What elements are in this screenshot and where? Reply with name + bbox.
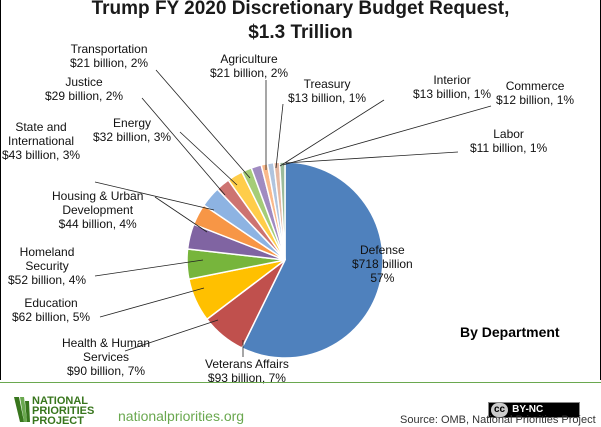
label-line: $43 billion, 3% <box>2 148 81 162</box>
label-line: Treasury <box>303 77 351 91</box>
label-line: Housing & Urban <box>52 189 144 203</box>
label-line: $12 billion, 1% <box>496 93 575 107</box>
label-line: $32 billion, 3% <box>93 130 172 144</box>
label-line: Interior <box>433 73 471 87</box>
leader-line <box>282 105 492 166</box>
leader-line <box>179 131 238 186</box>
leader-line <box>284 151 459 164</box>
data-label-energy: Energy $32 billion, 3% <box>93 116 171 144</box>
label-line: Homeland <box>19 245 75 259</box>
data-label-labor: Labor $11 billion, 1% <box>470 127 547 155</box>
label-line: $13 billion, 1% <box>413 87 492 101</box>
label-line: $718 billion <box>352 257 413 271</box>
data-label-agriculture: Agriculture $21 billion, 2% <box>210 52 288 80</box>
cc-license-badge[interactable]: cc BY-NC <box>488 402 580 418</box>
label-line: $29 billion, 2% <box>45 89 124 103</box>
label-line: 57% <box>370 271 395 285</box>
label-line: $62 billion, 5% <box>12 310 91 324</box>
data-label-justice: Justice $29 billion, 2% <box>45 75 123 103</box>
label-line: Labor <box>493 127 524 141</box>
data-label-commerce: Commerce $12 billion, 1% <box>496 79 574 107</box>
site-link[interactable]: nationalpriorities.org <box>118 408 245 424</box>
label-line: International <box>8 134 75 148</box>
chart-subtitle: By Department <box>460 324 560 340</box>
cc-icon: cc <box>491 403 509 417</box>
footer-divider <box>0 382 601 383</box>
leader-line <box>275 103 284 169</box>
label-line: Defense <box>360 243 405 257</box>
label-line: Transportation <box>70 42 148 56</box>
data-label-state-and-international: State and International $43 billion, 3% <box>2 120 80 162</box>
label-line: Services <box>83 350 130 364</box>
leader-line <box>124 319 219 352</box>
leader-line <box>94 181 215 211</box>
label-line: State and <box>15 120 67 134</box>
label-line: Commerce <box>505 79 565 93</box>
label-line: Justice <box>65 75 103 89</box>
label-line: Security <box>25 259 69 273</box>
label-line: Health & Human <box>62 336 151 350</box>
label-line: $21 billion, 2% <box>70 56 149 70</box>
label-line: $93 billion, 7% <box>207 371 286 385</box>
pie-slice-defense <box>240 161 384 359</box>
data-label-transportation: Transportation $21 billion, 2% <box>70 42 148 70</box>
label-line: $21 billion, 2% <box>210 66 289 80</box>
npp-logo-text: NATIONAL PRIORITIES PROJECT <box>32 395 95 427</box>
label-line: $90 billion, 7% <box>66 364 146 378</box>
data-label-health-human-services: Health & Human Services $90 billion, 7% <box>62 336 150 378</box>
label-line: Veterans Affairs <box>205 357 289 371</box>
label-line: Education <box>24 296 78 310</box>
leader-line <box>155 69 251 179</box>
data-label-homeland-security: Homeland Security $52 billion, 4% <box>8 245 86 287</box>
license-text: BY-NC <box>512 404 544 415</box>
label-line: $52 billion, 4% <box>8 273 87 287</box>
label-line: $11 billion, 1% <box>470 141 548 155</box>
leader-line <box>94 259 204 277</box>
chart-title: Trump FY 2020 Discretionary Budget Reque… <box>91 0 510 19</box>
label-line: Development <box>62 203 134 217</box>
label-line: Energy <box>113 116 152 130</box>
leader-line <box>154 196 208 233</box>
logo-line-1: NATIONAL <box>32 395 89 407</box>
leader-line <box>99 287 205 318</box>
leader-line <box>279 99 385 167</box>
logo-line-3: PROJECT <box>32 415 84 427</box>
label-line: Agriculture <box>220 52 278 66</box>
chart-title-line2: $1.3 Trillion <box>248 22 353 43</box>
npp-logo-icon <box>14 397 30 422</box>
leader-line <box>141 97 226 196</box>
label-line: $44 billion, 4% <box>58 217 137 231</box>
source-note: Source: OMB, National Priorities Project <box>400 414 596 426</box>
data-label-education: Education $62 billion, 5% <box>12 296 90 324</box>
data-label-veterans-affairs: Veterans Affairs $93 billion, 7% <box>205 357 289 385</box>
pie-slice-labor <box>278 161 286 261</box>
data-label-defense: Defense $718 billion 57% <box>352 243 413 285</box>
data-label-treasury: Treasury $13 billion, 1% <box>288 77 366 105</box>
data-label-housing-urban-development: Housing & Urban Development $44 billion, 4… <box>52 189 143 231</box>
logo-line-2: PRIORITIES <box>32 405 95 417</box>
data-label-interior: Interior $13 billion, 1% <box>413 73 491 101</box>
label-line: $13 billion, 1% <box>288 91 367 105</box>
